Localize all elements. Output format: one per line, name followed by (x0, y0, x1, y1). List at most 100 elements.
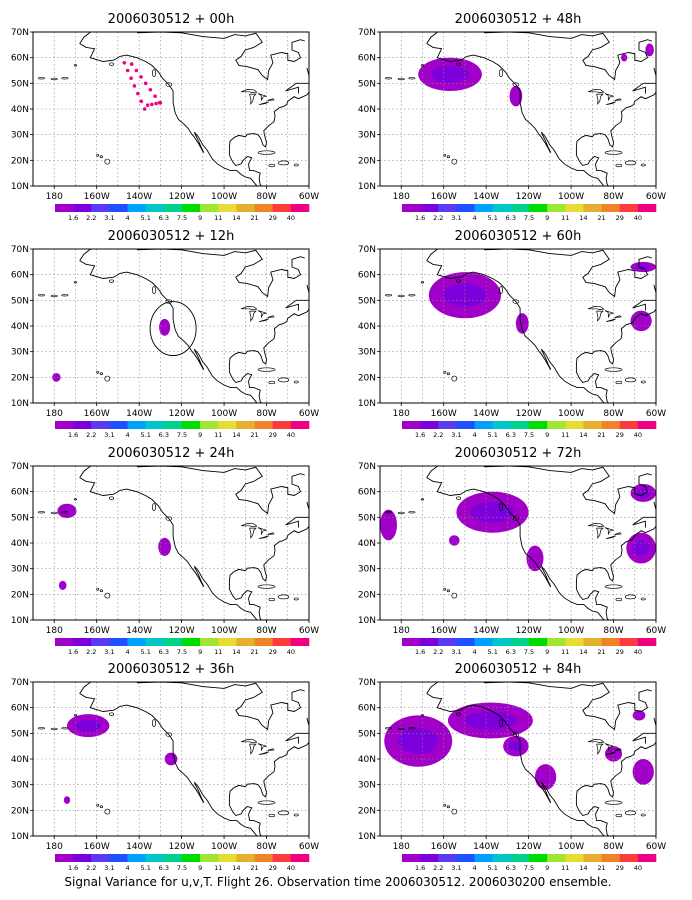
lon-tick-label: 160W (431, 626, 457, 636)
map-panel-84h: 2006030512 + 84h 70N 60N 50N 40N 30N 20N 10N 180… (358, 662, 666, 872)
colorbar-label: 21 (597, 648, 605, 656)
lake-outline (267, 748, 275, 751)
coastline (426, 693, 656, 836)
colorbar-swatch (91, 854, 110, 862)
coastline (483, 682, 652, 731)
island-outline (384, 77, 393, 80)
colorbar-swatch (254, 854, 274, 862)
island-outline (293, 380, 299, 384)
island-outline (61, 294, 69, 297)
colorbar-swatch (55, 204, 74, 212)
island-outline (73, 714, 78, 717)
colorbar-swatch (456, 638, 475, 646)
lake-outline (606, 318, 616, 322)
colorbar-label: 11 (561, 214, 569, 222)
lat-tick-label: 50N (358, 79, 376, 89)
lon-tick-label: 100W (211, 626, 237, 636)
variance-blob (632, 710, 646, 721)
lat-tick-label: 20N (358, 806, 376, 816)
colorbar-swatch (236, 421, 255, 429)
colorbar-label: 29 (269, 864, 277, 872)
coastline (285, 717, 309, 744)
lake-outline (259, 751, 269, 755)
island-outline (257, 584, 276, 589)
colorbar-swatch (438, 421, 457, 429)
colorbar-label: 14 (232, 648, 240, 656)
lake-outline (614, 532, 622, 535)
colorbar: 1.6 2.2 3.1 4 5.1 6.3 7.5 9 11 14 21 29 40 (402, 421, 657, 439)
coastline (483, 249, 652, 298)
colorbar-label: 7.5 (524, 864, 534, 872)
colorbar-label: 11 (214, 431, 222, 439)
island-outline (397, 77, 405, 81)
colorbar-swatch (619, 204, 639, 212)
lon-tick-label: 80W (603, 409, 623, 419)
island-outline (604, 800, 623, 805)
lat-tick-label: 10N (358, 832, 376, 842)
colorbar-swatch (492, 421, 512, 429)
island-outline (624, 594, 637, 600)
lat-tick-label: 20N (358, 590, 376, 600)
lat-tick-label: 30N (358, 565, 376, 575)
island-outline (96, 587, 100, 591)
island-outline (397, 727, 405, 731)
colorbar-label: 2.2 (433, 431, 443, 439)
lake-outline (596, 527, 604, 540)
lon-tick-label: 160W (431, 192, 457, 202)
variance-blob (515, 313, 529, 334)
lake-outline (240, 739, 258, 743)
coastline (426, 260, 656, 403)
colorbar-label: 3.1 (104, 214, 114, 222)
lon-tick-label: 60W (299, 409, 319, 419)
lake-outline (249, 743, 257, 756)
island-outline (109, 496, 115, 500)
colorbar-swatch (236, 854, 255, 862)
colorbar-swatch (438, 638, 457, 646)
island-outline (293, 597, 299, 601)
lat-tick-label: 30N (358, 348, 376, 358)
figure-caption: Signal Variance for u,v,T. Flight 26. Ob… (64, 875, 611, 889)
colorbar-label: 11 (214, 214, 222, 222)
colorbar-label: 6.3 (159, 214, 169, 222)
coastline (483, 466, 652, 515)
colorbar-label: 3.1 (104, 431, 114, 439)
colorbar-swatch (290, 204, 310, 212)
panel-title: 2006030512 + 12h (108, 229, 235, 244)
lon-tick-label: 80W (256, 409, 276, 419)
island-outline (384, 294, 393, 297)
island-outline (50, 511, 58, 515)
colorbar-swatch (601, 854, 621, 862)
panel-title: 2006030512 + 48h (455, 12, 582, 27)
lat-tick-label: 70N (358, 462, 376, 472)
colorbar-swatch (290, 421, 310, 429)
island-outline (99, 155, 103, 159)
lat-tick-label: 60N (11, 271, 29, 281)
island-outline (109, 62, 115, 66)
colorbar-swatch (637, 638, 657, 646)
coastline (426, 477, 656, 620)
island-outline (99, 805, 103, 809)
coastline (285, 284, 309, 311)
island-outline (37, 77, 46, 80)
lake-outline (257, 93, 267, 102)
variance-blob (526, 545, 544, 572)
island-outline (446, 155, 450, 159)
lat-tick-label: 70N (358, 245, 376, 255)
island-outline (277, 594, 290, 600)
colorbar-swatch (109, 854, 128, 862)
lat-tick-label: 10N (358, 182, 376, 192)
island-outline (604, 584, 623, 589)
island-outline (512, 732, 520, 737)
colorbar-label: 40 (287, 864, 295, 872)
colorbar-swatch (583, 854, 602, 862)
lon-tick-label: 120W (516, 192, 542, 202)
island-outline (104, 808, 111, 815)
island-outline (165, 732, 173, 737)
colorbar-label: 2.2 (86, 648, 96, 656)
lake-outline (587, 306, 605, 310)
colorbar-label: 7.5 (524, 214, 534, 222)
lat-tick-label: 50N (358, 296, 376, 306)
lake-outline (259, 535, 269, 539)
lake-outline (606, 535, 616, 539)
island-outline (456, 712, 462, 716)
